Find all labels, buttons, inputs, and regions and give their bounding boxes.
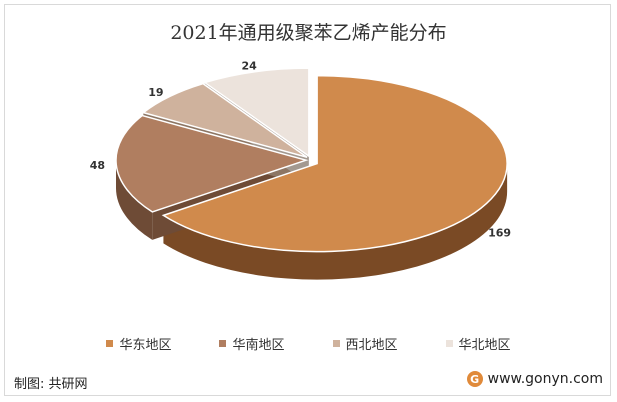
legend-swatch	[219, 340, 227, 347]
pie-slice-华南地区	[115, 114, 309, 213]
legend-item-华南地区[interactable]: 华南地区	[219, 334, 285, 353]
chart-title: 2021年通用级聚苯乙烯产能分布	[170, 22, 447, 44]
source-label: 制图: 共研网	[14, 377, 88, 392]
pie-slice-华东地区	[161, 74, 508, 253]
website-link[interactable]: G www.gonyn.com	[466, 371, 603, 387]
data-label-华东地区: 169	[488, 227, 511, 240]
data-label-西北地区: 19	[148, 86, 163, 99]
legend-label: 华北地区	[458, 338, 511, 353]
legend-swatch	[445, 340, 453, 347]
legend-swatch	[332, 340, 340, 347]
data-label-华北地区: 24	[241, 60, 257, 73]
legend-item-华东地区[interactable]: 华东地区	[106, 334, 171, 353]
pie-slice-side-1	[116, 160, 153, 240]
legend-item-西北地区[interactable]: 西北地区	[332, 334, 398, 353]
legend-label: 华南地区	[232, 338, 285, 353]
brand-logo-icon: G	[466, 371, 483, 387]
legend-label: 西北地区	[345, 338, 398, 353]
website-url: www.gonyn.com	[487, 371, 603, 387]
chart-legend: 华东地区 华南地区 西北地区 华北地区	[0, 334, 617, 353]
pie-slice-华北地区	[203, 67, 310, 158]
legend-label: 华东地区	[119, 338, 172, 353]
legend-item-华北地区[interactable]: 华北地区	[445, 334, 511, 353]
data-label-华南地区: 48	[90, 159, 105, 172]
pie-slice-side-0	[163, 163, 508, 280]
legend-swatch	[106, 340, 114, 347]
pie-slice-西北地区	[141, 82, 308, 158]
